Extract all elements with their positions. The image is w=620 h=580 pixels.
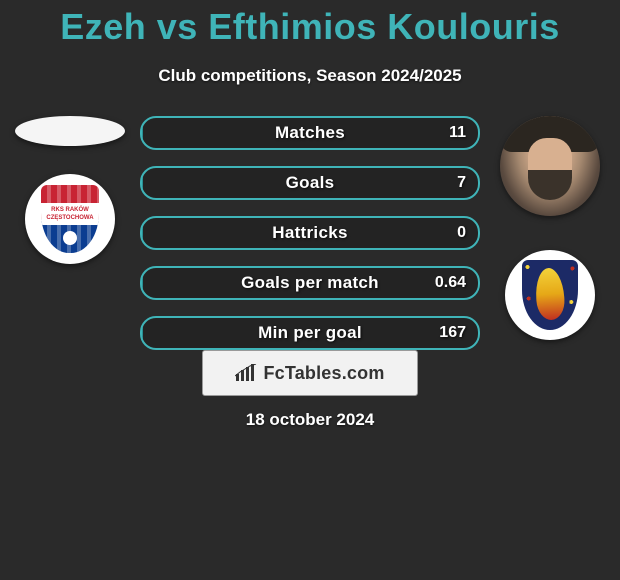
stat-value-right: 0.64 [435, 274, 466, 292]
stats-list: Matches11 Goals7 Hattricks0 Goals per match… [140, 116, 480, 366]
crest-ball-icon [63, 231, 77, 245]
stat-row: Goals7 [140, 166, 480, 200]
crest-text-line1: RKS RAKÓW [41, 206, 99, 214]
stat-label: Goals per match [142, 273, 478, 293]
stat-label: Min per goal [142, 323, 478, 343]
club-right-crest-shield [522, 260, 578, 330]
date-text: 18 october 2024 [0, 410, 620, 430]
comparison-panel: RKS RAKÓW CZĘSTOCHOWA [0, 116, 620, 376]
stat-row: Goals per match0.64 [140, 266, 480, 300]
crest-text-line2: CZĘSTOCHOWA [41, 214, 99, 222]
stat-value-right: 11 [449, 124, 466, 142]
stat-value-right: 167 [439, 324, 466, 342]
page-title: Ezeh vs Efthimios Koulouris [0, 0, 620, 48]
player-right-avatar [500, 116, 600, 216]
stat-row: Hattricks0 [140, 216, 480, 250]
source-badge-text: FcTables.com [263, 363, 384, 384]
stat-value-right: 0 [457, 224, 466, 242]
stat-label: Matches [142, 123, 478, 143]
player-left-avatar [15, 116, 125, 146]
club-left-crest-shield: RKS RAKÓW CZĘSTOCHOWA [41, 185, 99, 253]
stat-row: Matches11 [140, 116, 480, 150]
stat-row: Min per goal167 [140, 316, 480, 350]
stat-label: Hattricks [142, 223, 478, 243]
crest-band: RKS RAKÓW CZĘSTOCHOWA [41, 203, 99, 225]
crest-dots [522, 260, 578, 330]
club-left-crest: RKS RAKÓW CZĘSTOCHOWA [25, 174, 115, 264]
stat-label: Goals [142, 173, 478, 193]
stat-value-right: 7 [457, 174, 466, 192]
avatar-beard [528, 170, 572, 200]
player-left-column: RKS RAKÓW CZĘSTOCHOWA [10, 116, 130, 264]
crest-shield-shape: RKS RAKÓW CZĘSTOCHOWA [41, 185, 99, 253]
player-right-column [490, 116, 610, 340]
club-right-crest [505, 250, 595, 340]
subtitle: Club competitions, Season 2024/2025 [0, 48, 620, 86]
chart-icon [235, 364, 257, 382]
source-badge[interactable]: FcTables.com [202, 350, 418, 396]
